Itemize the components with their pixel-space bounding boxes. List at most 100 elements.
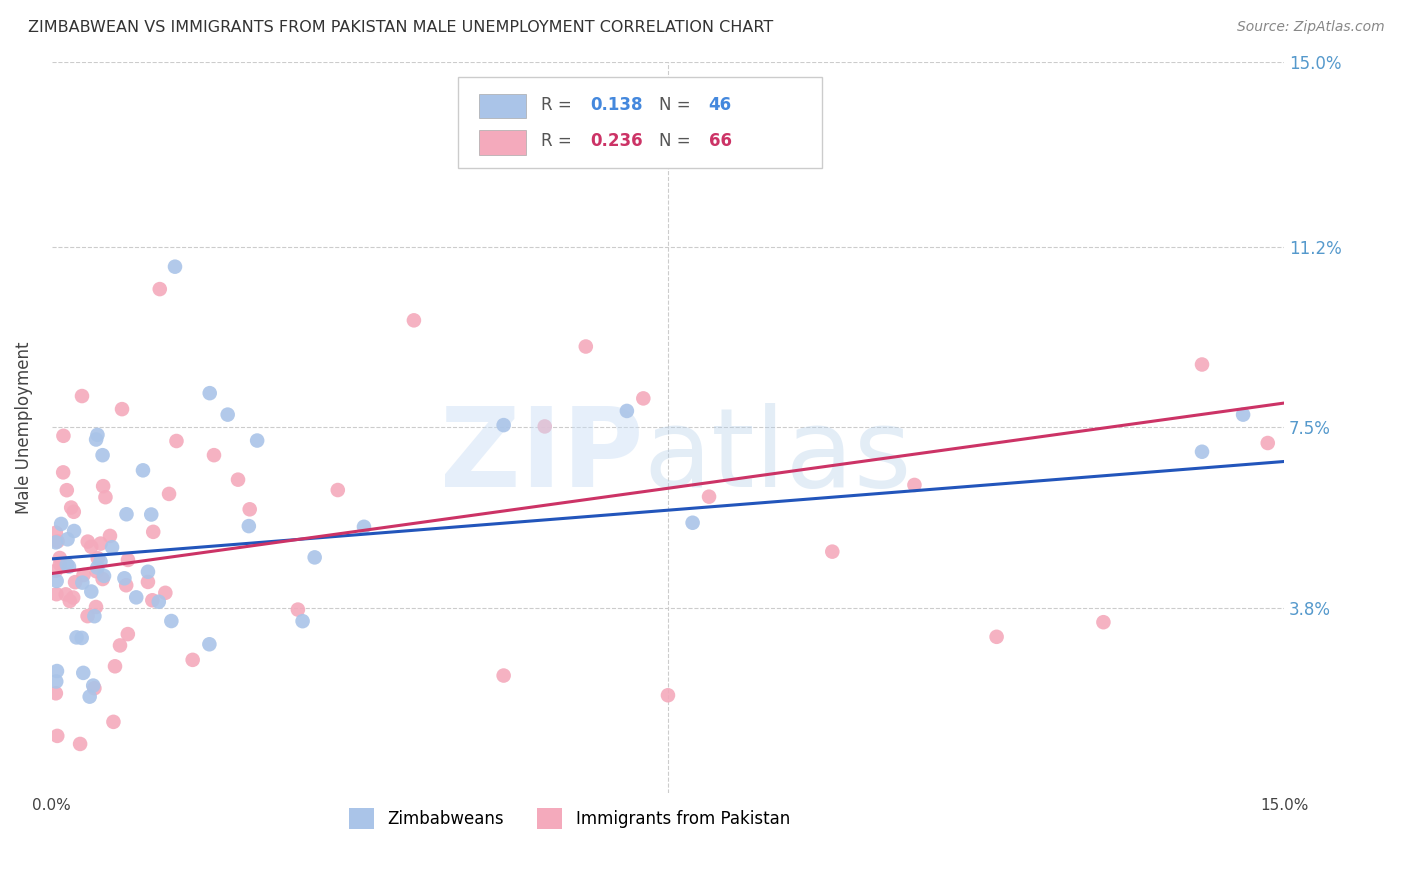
- Point: [533, 419, 555, 434]
- Point: [198, 637, 221, 651]
- Point: [89, 554, 111, 568]
- Point: [353, 520, 375, 534]
- Point: [45, 674, 67, 689]
- Point: [46, 534, 69, 549]
- Point: [108, 639, 131, 653]
- Point: [70, 389, 93, 403]
- Point: [94, 490, 117, 504]
- FancyBboxPatch shape: [479, 130, 526, 155]
- Point: [79, 690, 101, 704]
- Point: [1257, 436, 1279, 450]
- Point: [59, 594, 82, 608]
- Point: [616, 404, 638, 418]
- Point: [69, 737, 91, 751]
- Point: [238, 519, 260, 533]
- Text: 66: 66: [709, 132, 731, 150]
- Point: [63, 524, 86, 538]
- Point: [1232, 408, 1254, 422]
- Text: R =: R =: [541, 132, 576, 150]
- Text: 46: 46: [709, 95, 731, 113]
- Point: [149, 282, 172, 296]
- Text: ZIP: ZIP: [440, 403, 644, 510]
- Point: [86, 560, 108, 574]
- Point: [821, 544, 844, 558]
- Point: [148, 595, 170, 609]
- Text: N =: N =: [659, 95, 696, 113]
- Point: [157, 487, 180, 501]
- Point: [166, 434, 188, 448]
- Point: [70, 631, 93, 645]
- Point: [72, 665, 94, 680]
- Point: [402, 313, 425, 327]
- Point: [648, 128, 671, 143]
- Point: [104, 659, 127, 673]
- FancyBboxPatch shape: [479, 94, 526, 119]
- Point: [58, 559, 80, 574]
- Point: [45, 574, 67, 588]
- Legend: Zimbabweans, Immigrants from Pakistan: Zimbabweans, Immigrants from Pakistan: [342, 802, 796, 836]
- Point: [82, 679, 104, 693]
- Point: [86, 428, 108, 442]
- Text: 0.138: 0.138: [591, 95, 643, 113]
- Point: [1191, 444, 1213, 458]
- Point: [84, 433, 107, 447]
- Point: [56, 483, 79, 498]
- Point: [72, 568, 94, 582]
- Text: atlas: atlas: [644, 403, 912, 510]
- Point: [76, 609, 98, 624]
- Point: [90, 536, 112, 550]
- Point: [181, 653, 204, 667]
- Point: [141, 593, 163, 607]
- Point: [76, 534, 98, 549]
- Point: [903, 478, 925, 492]
- Point: [45, 564, 67, 578]
- Point: [103, 714, 125, 729]
- Point: [52, 429, 75, 443]
- Point: [682, 516, 704, 530]
- Point: [117, 553, 139, 567]
- Point: [49, 558, 72, 572]
- Point: [287, 602, 309, 616]
- Point: [91, 572, 114, 586]
- Point: [326, 483, 349, 497]
- Point: [101, 540, 124, 554]
- Point: [163, 260, 186, 274]
- Point: [87, 551, 110, 566]
- Point: [492, 668, 515, 682]
- Point: [112, 571, 135, 585]
- Point: [575, 339, 598, 353]
- Point: [55, 587, 77, 601]
- Point: [142, 524, 165, 539]
- Point: [202, 448, 225, 462]
- Point: [91, 479, 114, 493]
- Point: [62, 591, 84, 605]
- Point: [93, 569, 115, 583]
- Point: [56, 558, 79, 572]
- Point: [45, 535, 67, 549]
- Point: [115, 578, 138, 592]
- Point: [49, 551, 72, 566]
- Point: [63, 575, 86, 590]
- Text: R =: R =: [541, 95, 576, 113]
- Point: [52, 466, 75, 480]
- FancyBboxPatch shape: [458, 77, 823, 168]
- Point: [80, 540, 103, 554]
- Point: [45, 525, 67, 540]
- Point: [117, 627, 139, 641]
- Point: [155, 586, 177, 600]
- Point: [633, 392, 655, 406]
- Point: [136, 565, 159, 579]
- Point: [49, 516, 72, 531]
- Point: [45, 587, 67, 601]
- Point: [697, 490, 720, 504]
- Point: [91, 448, 114, 462]
- Point: [198, 386, 221, 401]
- Point: [239, 502, 262, 516]
- Point: [986, 630, 1008, 644]
- Text: ZIMBABWEAN VS IMMIGRANTS FROM PAKISTAN MALE UNEMPLOYMENT CORRELATION CHART: ZIMBABWEAN VS IMMIGRANTS FROM PAKISTAN M…: [28, 20, 773, 35]
- Point: [291, 614, 314, 628]
- Point: [492, 418, 515, 433]
- Point: [60, 500, 83, 515]
- Point: [115, 508, 138, 522]
- Point: [80, 584, 103, 599]
